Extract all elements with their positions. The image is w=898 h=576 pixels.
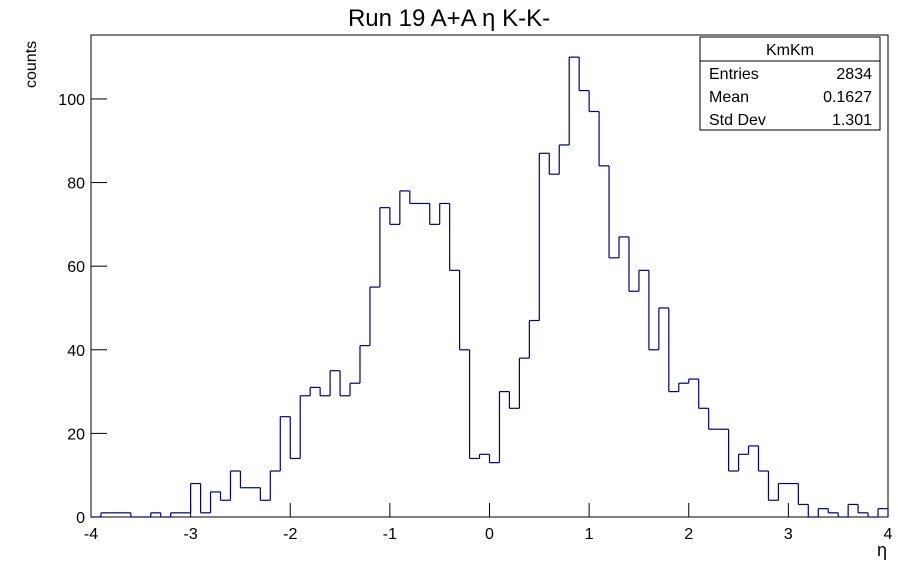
y-tick-label: 80	[67, 176, 85, 193]
stats-value: 1.301	[832, 112, 872, 129]
x-tick-label: -4	[84, 526, 98, 543]
stats-value: 0.1627	[823, 89, 872, 106]
stats-key: Entries	[709, 66, 759, 83]
x-tick-label: -3	[184, 526, 198, 543]
x-tick-label: -2	[283, 526, 297, 543]
stats-box: KmKm Entries 2834 Mean 0.1627 Std Dev 1.…	[699, 36, 881, 131]
x-axis-label: η	[877, 540, 887, 560]
y-tick-label: 100	[58, 92, 85, 109]
stats-key: Mean	[709, 89, 749, 106]
y-tick-label: 20	[67, 426, 85, 443]
chart-title: Run 19 A+A η K-K-	[348, 5, 550, 32]
x-tick-label: 0	[485, 526, 494, 543]
x-tick-label: 4	[884, 526, 893, 543]
stats-frame	[699, 36, 881, 131]
x-tick-label: -1	[383, 526, 397, 543]
stats-value: 2834	[836, 66, 872, 83]
y-tick-label: 0	[76, 510, 85, 527]
x-tick-label: 1	[585, 526, 594, 543]
x-tick-label: 2	[684, 526, 693, 543]
y-axis-label: counts	[23, 41, 40, 88]
y-tick-label: 60	[67, 259, 85, 276]
y-tick-label: 40	[67, 343, 85, 360]
x-tick-label: 3	[784, 526, 793, 543]
stats-key: Std Dev	[709, 112, 766, 129]
stats-title: KmKm	[766, 42, 814, 59]
